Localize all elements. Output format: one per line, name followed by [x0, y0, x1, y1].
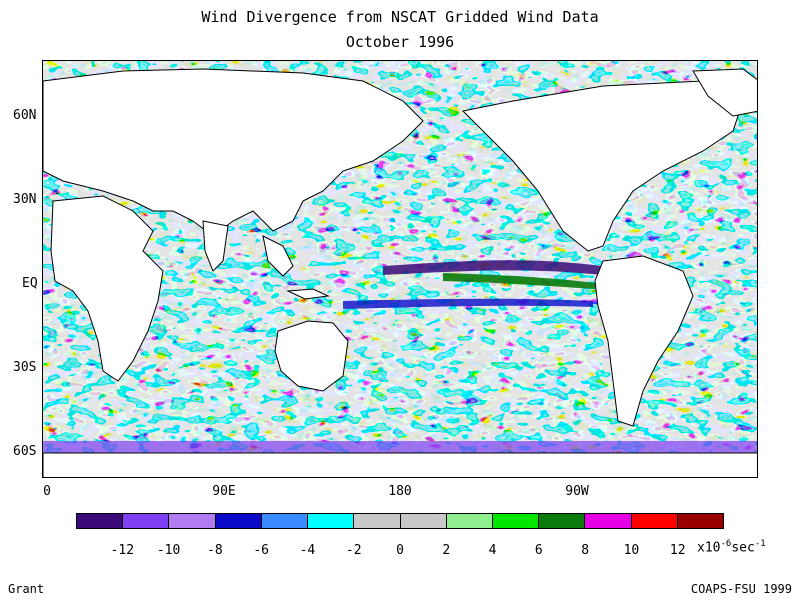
y-tick-30n: 30N	[13, 192, 37, 207]
southern-ocean-band	[43, 441, 757, 453]
legend-swatch	[677, 514, 724, 528]
legend-label: 0	[396, 543, 404, 558]
y-tick-30s: 30S	[13, 360, 37, 375]
divergence-map	[42, 60, 758, 478]
x-tick-90e: 90E	[212, 484, 236, 499]
y-tick-eq: EQ	[22, 276, 38, 291]
greenland	[692, 68, 757, 117]
legend-label: -12	[110, 543, 135, 558]
x-tick-180: 180	[388, 484, 412, 499]
legend-label: 6	[534, 543, 543, 558]
author-credit: Grant	[8, 582, 45, 596]
antarctica	[43, 452, 757, 477]
legend-swatch	[215, 514, 262, 528]
x-tick-90w: 90W	[565, 484, 589, 499]
chart-subtitle: October 1996	[345, 33, 455, 51]
legend-label: 8	[581, 543, 590, 558]
y-tick-60s: 60S	[13, 444, 37, 459]
africa	[50, 195, 164, 382]
legend-swatch	[446, 514, 493, 528]
map-canvas	[43, 61, 757, 477]
legend-label: 12	[669, 543, 686, 558]
land-masses	[43, 68, 757, 477]
legend-label: -2	[345, 543, 362, 558]
legend-swatch	[539, 514, 586, 528]
legend-swatch	[354, 514, 401, 528]
legend-swatch	[169, 514, 216, 528]
indonesia	[286, 288, 330, 300]
legend-swatch	[308, 514, 355, 528]
india	[202, 220, 229, 272]
southeast-asia	[262, 235, 294, 277]
north-america	[461, 80, 744, 252]
org-credit: COAPS-FSU 1999	[690, 582, 792, 596]
color-legend	[76, 513, 724, 529]
australia	[274, 320, 349, 392]
eurasia	[43, 68, 424, 237]
legend-swatch	[631, 514, 678, 528]
legend-swatch	[77, 514, 124, 528]
legend-label: 10	[623, 543, 640, 558]
y-tick-60n: 60N	[13, 108, 37, 123]
legend-swatch	[123, 514, 170, 528]
legend-units: x10-6sec-1	[697, 539, 766, 556]
legend-label: -10	[156, 543, 181, 558]
legend-label: -4	[299, 543, 316, 558]
legend-label: 2	[442, 543, 451, 558]
itcz-bands	[343, 260, 603, 309]
legend-swatch	[261, 514, 309, 528]
chart-title: Wind Divergence from NSCAT Gridded Wind …	[201, 8, 599, 26]
legend-swatch	[400, 514, 447, 528]
legend-swatch	[585, 514, 632, 528]
x-tick-0: 0	[43, 484, 51, 499]
legend-label: -8	[207, 543, 223, 558]
legend-swatch	[492, 514, 540, 528]
legend-label: 4	[488, 543, 497, 558]
legend-label: -6	[253, 543, 269, 558]
south-america	[594, 255, 694, 427]
